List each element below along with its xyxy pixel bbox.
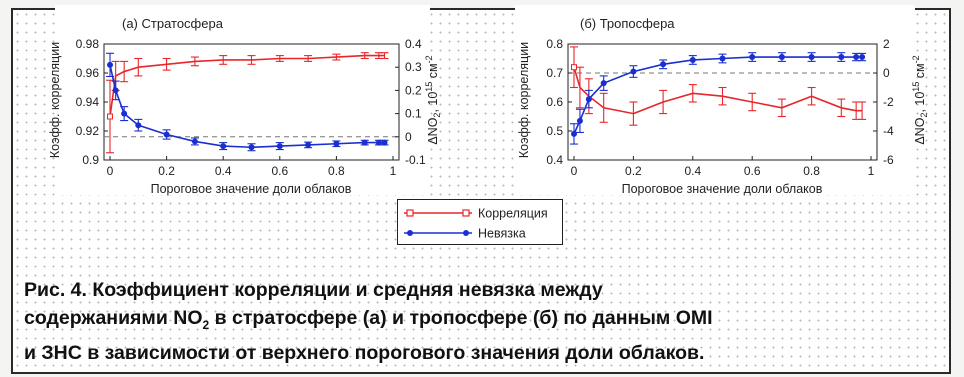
plot-a-xtick-label: 0.4 — [215, 164, 232, 178]
plot-b-xtick-label: 0.6 — [744, 164, 761, 178]
plot-b-residual-point — [576, 117, 583, 124]
plot-a-ytick-right-label: 0.1 — [405, 107, 422, 121]
plot-a-xtick-label: 0.6 — [271, 164, 288, 178]
plot-b-xtick-label: 1 — [868, 164, 875, 178]
legend-correlation-marker-right — [462, 209, 470, 217]
legend: Корреляция Невязка — [397, 199, 563, 245]
plot-b-residual-point — [571, 130, 577, 137]
panel-b-title: (б) Тропосфера — [580, 16, 675, 31]
plot-a-residual-point — [248, 144, 255, 151]
plot-a-ytick-left-label: 0.98 — [76, 37, 100, 51]
plot-a-ytick-right-label: 0.3 — [405, 60, 422, 74]
plot-b-ytick-left-label: 0.5 — [546, 124, 563, 138]
plot-a-xtick-label: 0.8 — [328, 164, 345, 178]
chart-panel-b: (б) Тропосфера Пороговое значение доли о… — [517, 16, 929, 196]
plot-b-residual-point — [630, 68, 637, 75]
plot-a-residual-point — [276, 143, 283, 150]
plot-a-residual-point — [191, 138, 198, 145]
caption-line-2: содержаниями NO2 в стратосфере (а) и тро… — [24, 304, 944, 339]
plot-b-residual-point — [859, 54, 866, 61]
plot-b-xtick-label: 0.8 — [803, 164, 820, 178]
plot-a-ytick-right-label: 0.4 — [405, 37, 422, 51]
plot-b-residual-point — [719, 55, 726, 62]
plot-b-residual-point — [853, 54, 860, 61]
plot-a-ytick-left-label: 0.94 — [76, 95, 100, 109]
plot-a-ytick-left-label: 0.92 — [76, 124, 100, 138]
plot-b-ytick-left-label: 0.8 — [546, 37, 563, 51]
plot-b-ytick-left-label: 0.6 — [546, 95, 563, 109]
plot-b-ytick-right-label: -6 — [883, 153, 894, 167]
plot-a-correlation-line — [109, 54, 385, 117]
plot-a-ytick-right-label: -0.1 — [405, 153, 426, 167]
plot-a-correlation-point — [107, 113, 113, 120]
plot-b-xtick-label: 0.4 — [684, 164, 701, 178]
plot-a-residual-line — [109, 64, 385, 149]
panel-b-ylabel-right: ΔNO2, 1015 см-2 — [911, 55, 929, 144]
plot-a-residual-point — [112, 87, 119, 94]
panel-a-title: (а) Стратосфера — [122, 16, 224, 31]
legend-correlation-label: Корреляция — [478, 207, 548, 221]
figure-caption: Рис. 4. Коэффициент корреляции и средняя… — [24, 276, 944, 367]
plot-b-residual-point — [585, 96, 592, 103]
panel-b-ylabel-left: Коэфф. корреляции — [517, 42, 531, 158]
panel-a-ylabel-right: ΔNO2, 1015 см-2 — [424, 55, 442, 144]
caption-line-1: Рис. 4. Коэффициент корреляции и средняя… — [24, 276, 944, 304]
panel-a-ylabel-left: Коэфф. корреляции — [48, 42, 62, 158]
caption-line-2-subscript: 2 — [202, 317, 210, 332]
plot-a-xtick-label: 0 — [107, 164, 114, 178]
plot-a-ytick-right-label: 0.2 — [405, 83, 422, 97]
legend-item-correlation: Корреляция — [404, 207, 548, 221]
plot-a-xtick-label: 0.2 — [158, 164, 175, 178]
caption-line-2a-text: содержаниями NO — [24, 307, 203, 329]
plot-b-ytick-right-label: 0 — [883, 66, 890, 80]
plot-b-residual-point — [808, 54, 815, 61]
plot-a-residual-point — [135, 122, 142, 129]
plot-b-xtick-label: 0.2 — [625, 164, 642, 178]
panel-a-xlabel: Пороговое значение доли облаков — [151, 182, 352, 196]
chart-panel-a: (а) Стратосфера Пороговое значение доли … — [48, 16, 442, 196]
caption-line-2b-text: в стратосфере (а) и тропосфере (б) по да… — [209, 307, 713, 329]
plot-b-residual-point — [778, 54, 785, 61]
plot-b-residual-point — [749, 54, 756, 61]
plot-a-residual-point — [220, 143, 227, 150]
plot-b-xtick-label: 0 — [571, 164, 578, 178]
panel-b-xlabel: Пороговое значение доли облаков — [622, 182, 823, 196]
plot-a-residual-point — [107, 61, 113, 68]
plot-b-residual-point — [689, 56, 696, 63]
plot-b-ytick-right-label: 2 — [883, 37, 890, 51]
plot-a-ytick-left-label: 0.9 — [82, 153, 99, 167]
plot-a-residual-point — [375, 139, 382, 146]
plot-a-residual-point — [333, 140, 340, 147]
legend-svg: Корреляция Невязка — [404, 207, 548, 241]
legend-item-residual: Невязка — [404, 227, 526, 241]
legend-correlation-marker-left — [406, 209, 414, 217]
plot-b-ytick-left-label: 0.4 — [546, 153, 563, 167]
legend-residual-marker-right — [463, 230, 469, 236]
plot-b-residual-point — [660, 61, 667, 68]
plot-a-residual-point — [305, 141, 312, 148]
plot-a-residual-point — [361, 139, 368, 146]
plot-a-xtick-label: 1 — [390, 164, 397, 178]
caption-line-1-text: Рис. 4. Коэффициент корреляции и средняя… — [24, 279, 603, 301]
plot-a-residual-point — [163, 131, 170, 138]
figure-plots: (а) Стратосфера Пороговое значение доли … — [48, 5, 929, 196]
legend-residual-marker-left — [407, 230, 413, 236]
plot-a-ytick-right-label: 0 — [405, 130, 412, 144]
plot-b-residual-point — [600, 80, 607, 87]
plot-a-residual-point — [381, 139, 388, 146]
caption-line-3: и ЗНС в зависимости от верхнего порогово… — [24, 339, 944, 367]
plot-b-ytick-left-label: 0.7 — [546, 66, 563, 80]
plot-a-residual-point — [121, 110, 128, 117]
caption-line-3-text: и ЗНС в зависимости от верхнего порогово… — [24, 341, 705, 364]
plot-b-background — [515, 5, 915, 195]
plot-b-residual-line — [573, 56, 863, 135]
plot-b-ytick-right-label: -4 — [883, 124, 894, 138]
plot-b-ytick-right-label: -2 — [883, 95, 894, 109]
legend-residual-label: Невязка — [478, 227, 526, 241]
plot-b-residual-point — [838, 54, 845, 61]
plot-b-correlation-point — [571, 64, 577, 71]
plot-a-ytick-left-label: 0.96 — [76, 66, 100, 80]
